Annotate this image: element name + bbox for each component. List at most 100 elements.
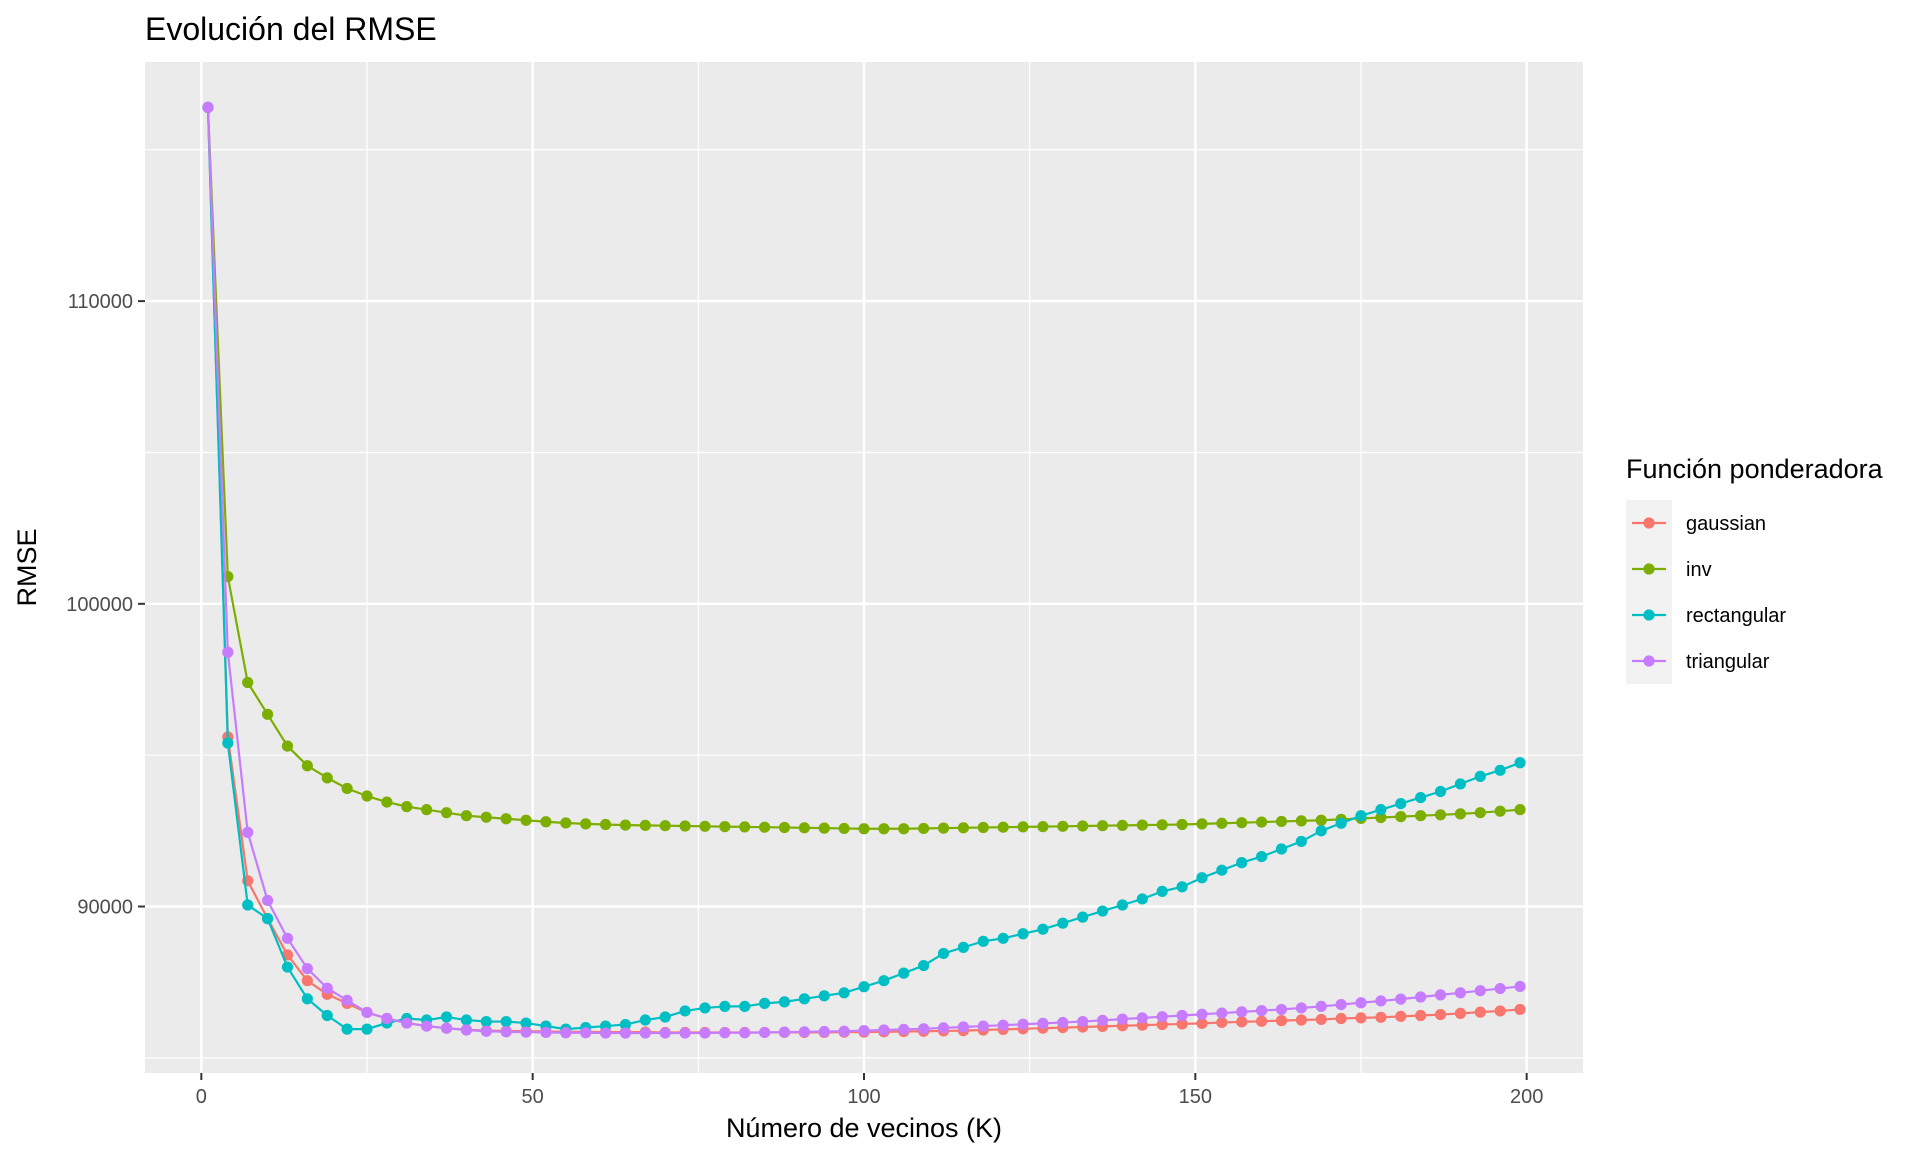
legend-item-gaussian: gaussian [1632, 513, 1766, 535]
data-point-rectangular [321, 1009, 333, 1022]
data-point-inv [977, 821, 989, 834]
data-point-triangular [1494, 982, 1506, 995]
data-point-inv [1096, 820, 1109, 832]
data-point-gaussian [1216, 1016, 1228, 1029]
data-point-rectangular [1494, 764, 1506, 776]
data-point-triangular [1295, 1002, 1307, 1014]
data-point-triangular [699, 1027, 711, 1039]
data-point-rectangular [222, 737, 234, 749]
x-tick-label: 100 [847, 1086, 880, 1108]
data-point-triangular [937, 1022, 950, 1034]
data-point-rectangular [1315, 825, 1327, 837]
data-point-triangular [1216, 1007, 1228, 1019]
data-point-rectangular [1355, 810, 1367, 822]
data-point-triangular [957, 1021, 970, 1033]
legend-key-point [1643, 563, 1655, 575]
data-point-triangular [301, 962, 313, 975]
data-point-rectangular [261, 913, 274, 925]
data-point-rectangular [699, 1002, 711, 1014]
data-point-inv [1196, 818, 1208, 830]
data-point-inv [739, 821, 751, 833]
data-point-triangular [1156, 1011, 1168, 1023]
data-point-triangular [818, 1025, 830, 1038]
data-point-rectangular [1156, 885, 1168, 897]
data-point-rectangular [460, 1014, 472, 1026]
data-point-triangular [1415, 991, 1427, 1003]
y-tick-label: 100000 [66, 594, 133, 616]
data-point-inv [858, 823, 870, 835]
major-gridlines [145, 62, 1583, 1073]
data-point-triangular [281, 932, 294, 944]
data-point-inv [1295, 815, 1307, 827]
data-point-triangular [480, 1025, 492, 1037]
data-point-inv [1395, 811, 1407, 823]
data-point-inv [421, 804, 433, 816]
data-point-inv [1176, 818, 1188, 831]
data-point-gaussian [1236, 1016, 1248, 1028]
data-point-triangular [1514, 980, 1526, 993]
data-point-triangular [719, 1027, 731, 1039]
data-point-gaussian [1494, 1005, 1506, 1017]
data-point-triangular [540, 1026, 552, 1039]
data-point-triangular [918, 1023, 930, 1035]
data-point-inv [480, 811, 492, 823]
data-point-inv [301, 760, 313, 772]
data-point-inv [1136, 819, 1148, 831]
data-point-gaussian [1335, 1012, 1347, 1025]
data-point-triangular [1375, 995, 1387, 1007]
data-point-triangular [421, 1020, 433, 1032]
data-point-rectangular [520, 1017, 532, 1029]
data-point-triangular [440, 1022, 453, 1034]
x-tick-label: 0 [196, 1086, 207, 1108]
data-point-triangular [401, 1017, 413, 1029]
legend-label: inv [1686, 559, 1712, 581]
data-point-triangular [1236, 1006, 1248, 1018]
y-axis-title: RMSE [12, 528, 42, 606]
data-point-rectangular [818, 990, 830, 1002]
data-point-rectangular [719, 1000, 731, 1013]
data-point-rectangular [858, 981, 870, 993]
legend-label: gaussian [1686, 513, 1766, 535]
data-point-inv [1514, 804, 1526, 816]
data-point-triangular [1355, 997, 1367, 1009]
legend-label: rectangular [1686, 605, 1786, 627]
data-point-rectangular [281, 961, 294, 973]
data-point-triangular [1315, 1000, 1327, 1013]
data-point-triangular [659, 1027, 671, 1039]
data-point-inv [818, 822, 830, 834]
data-point-rectangular [937, 947, 950, 960]
data-point-rectangular [1295, 835, 1307, 848]
y-tick-label: 90000 [77, 897, 133, 919]
data-point-inv [540, 816, 552, 828]
data-point-triangular [898, 1023, 910, 1036]
data-point-inv [1375, 811, 1387, 824]
data-point-rectangular [1415, 791, 1427, 804]
data-point-rectangular [341, 1023, 353, 1035]
data-point-rectangular [1474, 770, 1486, 782]
data-point-triangular [500, 1026, 512, 1038]
data-point-rectangular [1434, 785, 1447, 798]
data-point-triangular [639, 1027, 651, 1039]
data-point-triangular [1017, 1018, 1029, 1030]
data-point-triangular [739, 1027, 751, 1039]
data-point-inv [759, 821, 771, 833]
data-point-gaussian [1434, 1008, 1447, 1021]
axes-layer: 0 50 100 150 200 90000 100000 110000 [66, 291, 1543, 1108]
data-point-rectangular [639, 1014, 651, 1026]
data-point-triangular [580, 1027, 592, 1039]
data-point-gaussian [1315, 1013, 1327, 1026]
data-point-rectangular [1077, 911, 1089, 923]
data-point-triangular [619, 1027, 632, 1039]
data-point-triangular [381, 1012, 393, 1025]
data-point-triangular [679, 1027, 691, 1039]
data-point-triangular [1335, 998, 1347, 1011]
data-point-rectangular [1116, 899, 1129, 911]
data-point-rectangular [1037, 923, 1049, 935]
x-tick-label: 150 [1179, 1086, 1212, 1108]
data-point-rectangular [619, 1018, 632, 1031]
data-point-rectangular [1454, 778, 1467, 790]
data-point-gaussian [301, 975, 313, 987]
data-point-triangular [997, 1019, 1009, 1031]
data-point-gaussian [1355, 1012, 1367, 1024]
data-point-triangular [460, 1024, 472, 1036]
